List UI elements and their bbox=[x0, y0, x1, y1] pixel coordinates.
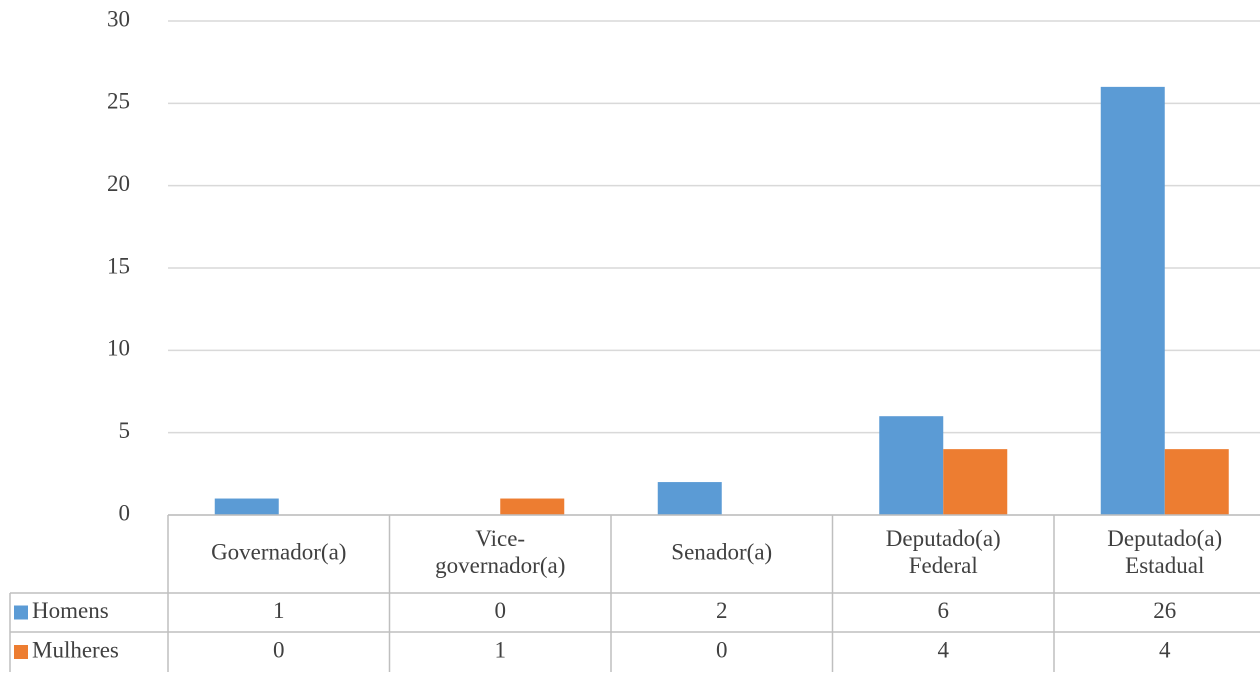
y-tick-label: 0 bbox=[119, 500, 131, 525]
y-tick-label: 20 bbox=[107, 171, 130, 196]
table-value: 0 bbox=[495, 598, 507, 623]
x-tick-label: Governador(a) bbox=[211, 539, 346, 564]
table-value: 4 bbox=[1159, 637, 1171, 662]
table-value: 2 bbox=[716, 598, 728, 623]
bar bbox=[943, 449, 1008, 515]
table-value: 0 bbox=[716, 637, 728, 662]
table-value: 1 bbox=[273, 598, 285, 623]
x-tick-label: Deputado(a) Estadual bbox=[1107, 526, 1222, 578]
y-tick-label: 30 bbox=[107, 6, 130, 31]
bar bbox=[1164, 449, 1229, 515]
legend-label: Mulheres bbox=[32, 637, 119, 662]
table-value: 6 bbox=[938, 598, 950, 623]
y-tick-label: 15 bbox=[107, 253, 130, 278]
y-tick-label: 25 bbox=[107, 89, 130, 114]
bar bbox=[879, 416, 944, 515]
legend-key bbox=[14, 645, 28, 659]
table-value: 0 bbox=[273, 637, 285, 662]
legend-label: Homens bbox=[32, 598, 109, 623]
x-tick-label: Deputado(a) Federal bbox=[886, 526, 1001, 578]
table-value: 26 bbox=[1153, 598, 1176, 623]
bar bbox=[657, 482, 722, 515]
bar bbox=[1100, 86, 1165, 515]
x-tick-label: Senador(a) bbox=[671, 539, 772, 564]
y-tick-label: 10 bbox=[107, 336, 130, 361]
table-value: 1 bbox=[495, 637, 507, 662]
y-tick-label: 5 bbox=[119, 418, 131, 443]
bar bbox=[500, 498, 565, 515]
table-value: 4 bbox=[938, 637, 950, 662]
x-tick-label: Vice-governador(a) bbox=[435, 526, 565, 578]
bar bbox=[214, 498, 279, 515]
legend-key bbox=[14, 605, 28, 620]
